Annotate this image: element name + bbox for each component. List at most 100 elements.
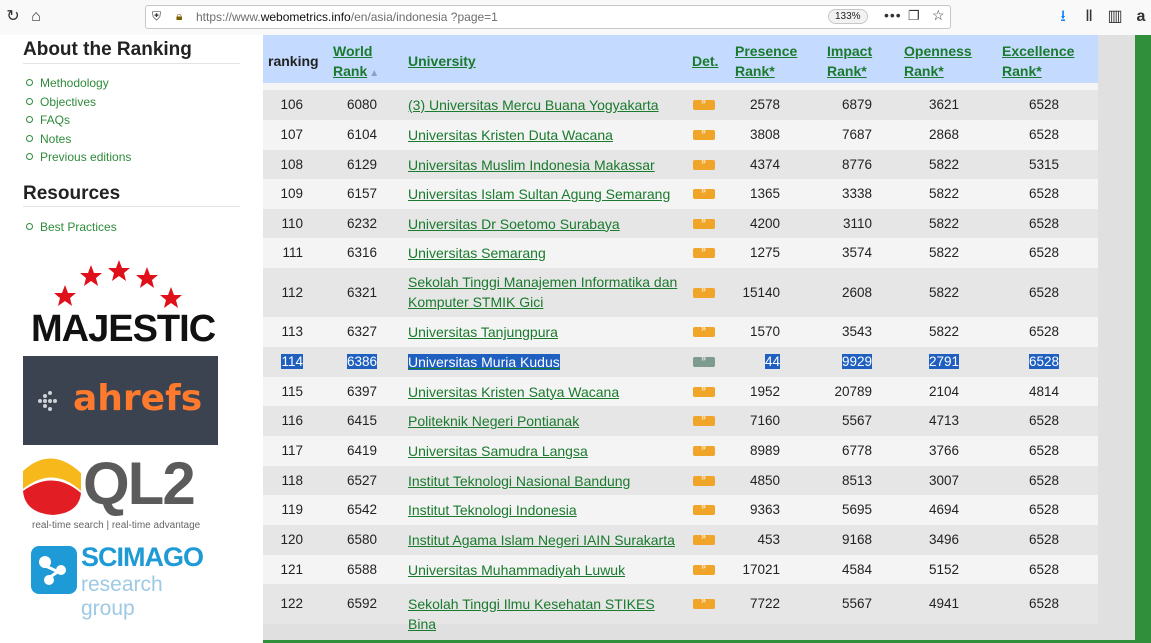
download-icon[interactable]: ⭳ — [1060, 8, 1066, 25]
details-button-icon[interactable] — [693, 323, 715, 337]
details-button-icon[interactable] — [693, 531, 715, 545]
majestic-wordmark: MAJESTIC — [31, 308, 216, 350]
university-link[interactable]: Universitas Kristen Duta Wacana — [408, 127, 613, 143]
university-link[interactable]: Universitas Samudra Langsa — [408, 443, 588, 459]
cell-impact-rank: 3338 — [841, 186, 872, 201]
link-faqs[interactable]: FAQs — [26, 111, 131, 130]
university-link[interactable]: Institut Agama Islam Negeri IAIN Surakar… — [408, 532, 675, 548]
cell-ranking: 109 — [280, 186, 303, 201]
cell-world-rank: 6527 — [346, 472, 377, 488]
cell-world-rank: 6580 — [346, 532, 377, 547]
link-previous-editions[interactable]: Previous editions — [26, 148, 131, 167]
university-link[interactable]: Politeknik Negeri Pontianak — [408, 413, 580, 429]
table-row: 121 6588 Universitas Muhammadiyah Luwuk 170… — [263, 555, 1098, 584]
cell-world-rank: 6419 — [346, 443, 377, 458]
resources-heading: Resources — [23, 183, 121, 204]
details-button-icon[interactable] — [693, 284, 715, 298]
header-openness-rank[interactable]: Openness Rank* — [904, 43, 972, 79]
header-det[interactable]: Det. — [692, 53, 719, 69]
sidebar-toggle-icon[interactable]: ▥ — [1107, 8, 1123, 25]
ql2-mark-icon — [23, 458, 81, 515]
details-button-icon[interactable] — [693, 353, 715, 367]
cell-ranking: 110 — [281, 215, 303, 231]
insecure-lock-icon[interactable]: 🔒︎ — [176, 9, 183, 23]
table-row: 122 6592 Sekolah Tinggi Ilmu Kesehatan STI… — [263, 584, 1098, 632]
details-button-icon[interactable] — [693, 126, 715, 140]
header-excellence-rank[interactable]: Excellence Rank* — [1002, 43, 1075, 79]
university-link[interactable]: Institut Teknologi Indonesia — [408, 502, 577, 518]
cell-openness-rank: 4694 — [928, 502, 959, 517]
address-bar[interactable]: ⛨ 🔒︎ https://www.webometrics.info/en/asi… — [145, 5, 951, 29]
university-link[interactable]: Institut Teknologi Nasional Bandung — [408, 472, 631, 489]
header-impact-rank[interactable]: Impact Rank* — [827, 43, 873, 79]
university-link[interactable]: Sekolah Tinggi Manajemen Informatika dan… — [408, 274, 678, 310]
details-button-icon[interactable] — [693, 185, 715, 199]
tracking-shield-icon[interactable]: ⛨ — [152, 9, 162, 23]
details-button-icon[interactable] — [693, 501, 715, 515]
cell-world-rank: 6588 — [346, 561, 377, 577]
cell-ranking: 111 — [282, 245, 303, 260]
header-world-rank[interactable]: World Rank ▲ — [333, 43, 380, 79]
university-link[interactable]: (3) Universitas Mercu Buana Yogyakarta — [408, 97, 659, 113]
details-button-icon[interactable] — [693, 595, 715, 609]
ql2-tagline: real-time search | real-time advantage — [32, 520, 201, 531]
cell-presence-rank: 1365 — [749, 186, 780, 201]
cell-openness-rank: 2868 — [928, 127, 959, 142]
cell-presence-rank: 1570 — [749, 324, 780, 339]
details-button-icon[interactable] — [693, 156, 715, 170]
cell-openness-rank: 3621 — [928, 97, 959, 112]
ahrefs-logo[interactable]: ahrefs — [23, 356, 218, 445]
university-link[interactable]: Universitas Muria Kudus — [408, 354, 560, 370]
cell-ranking: 107 — [280, 127, 303, 142]
link-objectives[interactable]: Objectives — [26, 93, 131, 112]
cell-excellence-rank: 6528 — [1028, 324, 1059, 339]
details-button-icon[interactable] — [693, 383, 715, 397]
cell-excellence-rank: 5315 — [1028, 156, 1059, 172]
cell-presence-rank: 15140 — [742, 284, 780, 300]
ql2-logo[interactable]: QL2 real-time search | real-time advanta… — [23, 450, 218, 535]
majestic-logo[interactable]: MAJESTIC — [23, 260, 218, 350]
university-link[interactable]: Universitas Muhammadiyah Luwuk — [408, 561, 626, 578]
url-text[interactable]: https://www.webometrics.info/en/asia/ind… — [196, 10, 498, 24]
pocket-icon[interactable]: ❐ — [908, 8, 920, 23]
table-row: 118 6527 Institut Teknologi Nasional Bandu… — [263, 466, 1098, 495]
cell-excellence-rank: 6528 — [1028, 443, 1059, 458]
scimago-mark-icon — [31, 546, 77, 594]
university-link[interactable]: Universitas Tanjungpura — [408, 324, 558, 340]
amazon-extension-icon[interactable]: a — [1136, 8, 1146, 25]
details-button-icon[interactable] — [693, 442, 715, 456]
table-header: ranking World Rank ▲ University Det. Pres… — [263, 35, 1098, 83]
header-university[interactable]: University — [408, 53, 476, 69]
header-presence-rank[interactable]: Presence Rank* — [735, 43, 798, 79]
cell-openness-rank: 3496 — [928, 532, 959, 547]
library-icon[interactable]: Ⅱ — [1085, 8, 1093, 25]
details-button-icon[interactable] — [693, 472, 715, 486]
details-button-icon[interactable] — [693, 561, 715, 575]
university-link[interactable]: Sekolah Tinggi Ilmu Kesehatan STIKES Bin… — [408, 596, 655, 632]
home-icon[interactable]: ⌂ — [31, 8, 41, 25]
details-button-icon[interactable] — [693, 244, 715, 258]
details-button-icon[interactable] — [693, 215, 715, 229]
university-link[interactable]: Universitas Semarang — [408, 245, 546, 261]
university-link[interactable]: Universitas Islam Sultan Agung Semarang — [408, 186, 671, 202]
zoom-indicator[interactable]: 133% — [828, 9, 868, 24]
cell-excellence-rank: 6528 — [1028, 127, 1059, 142]
link-best-practices[interactable]: Best Practices — [26, 218, 117, 237]
bookmark-star-icon[interactable]: ☆ — [932, 7, 945, 23]
cell-impact-rank: 3574 — [841, 245, 872, 260]
link-notes[interactable]: Notes — [26, 130, 131, 149]
scimago-logo[interactable]: SCIMAGO research group — [23, 542, 218, 620]
details-button-icon[interactable] — [693, 96, 715, 110]
table-row: 113 6327 Universitas Tanjungpura 1570 3543 58… — [263, 317, 1098, 347]
cell-world-rank: 6157 — [346, 186, 377, 201]
cell-excellence-rank: 6528 — [1028, 284, 1059, 300]
university-link[interactable]: Universitas Kristen Satya Wacana — [408, 383, 620, 400]
university-link[interactable]: Universitas Dr Soetomo Surabaya — [408, 215, 620, 232]
page-actions-icon[interactable]: ••• — [884, 7, 902, 23]
university-link[interactable]: Universitas Muslim Indonesia Makassar — [408, 156, 655, 173]
majestic-stars-icon — [54, 260, 182, 308]
details-button-icon[interactable] — [693, 412, 715, 426]
link-methodology[interactable]: Methodology — [26, 74, 131, 93]
table-row: 120 6580 Institut Agama Islam Negeri IAIN … — [263, 525, 1098, 555]
reload-icon[interactable]: ↻ — [6, 8, 20, 25]
